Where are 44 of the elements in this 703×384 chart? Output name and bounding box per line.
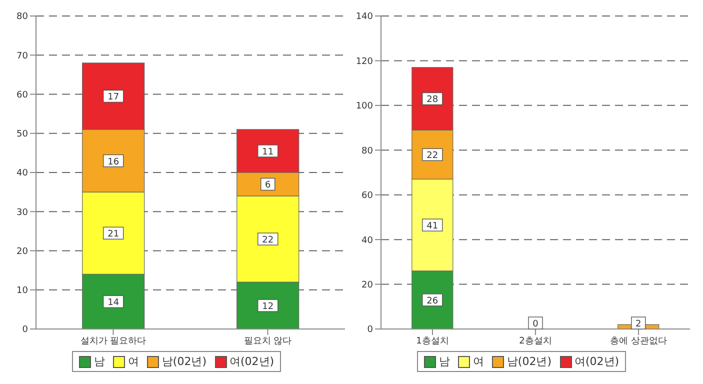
y-tick-label: 100 [356, 102, 374, 112]
y-tick-label: 120 [356, 56, 374, 67]
y-tick-label: 20 [362, 280, 374, 290]
y-tick-label: 40 [362, 236, 374, 246]
y-tick-label: 50 [16, 130, 28, 140]
data-label: 28 [426, 95, 438, 106]
x-tick-label: 층에 상관없다 [610, 336, 667, 346]
legend-label: 남(02년) [160, 354, 206, 369]
y-tick-label: 140 [356, 12, 374, 22]
data-label: 2 [636, 320, 642, 330]
x-tick-label: 설치가 필요하다 [80, 336, 146, 346]
legend-label: 여(02년) [574, 354, 620, 369]
x-tick-label: 필요치 않다 [244, 336, 292, 346]
legend-label: 여 [472, 354, 484, 369]
data-label: 11 [262, 147, 274, 158]
data-label: 12 [262, 302, 274, 312]
y-tick-label: 70 [16, 51, 28, 62]
data-label: 16 [108, 157, 120, 168]
data-label: 17 [108, 92, 120, 103]
legend-label: 남 [438, 354, 450, 369]
y-tick-label: 80 [362, 146, 374, 156]
data-label: 26 [426, 296, 438, 306]
legend-label: 남 [92, 354, 105, 369]
y-tick-label: 60 [16, 90, 28, 100]
y-tick-label: 0 [367, 325, 374, 336]
data-label: 6 [264, 180, 271, 191]
data-label: 22 [426, 151, 438, 162]
y-tick-label: 40 [16, 168, 28, 179]
x-tick-label: 1층설치 [416, 336, 449, 346]
y-tick-label: 60 [362, 191, 374, 202]
data-label: 22 [262, 236, 274, 246]
data-label: 41 [426, 222, 438, 232]
legend-label: 여(02년) [228, 354, 274, 369]
data-label: 21 [108, 230, 120, 240]
data-label: 0 [532, 320, 539, 330]
y-tick-label: 0 [22, 325, 28, 336]
y-tick-label: 10 [16, 286, 28, 296]
y-tick-label: 80 [16, 12, 28, 22]
legend-label: 남(02년) [506, 354, 552, 369]
y-tick-label: 30 [16, 208, 28, 218]
y-tick-label: 20 [16, 246, 28, 257]
data-label: 14 [108, 298, 120, 308]
x-tick-label: 2층설치 [519, 336, 552, 346]
legend-label: 여 [126, 354, 139, 369]
